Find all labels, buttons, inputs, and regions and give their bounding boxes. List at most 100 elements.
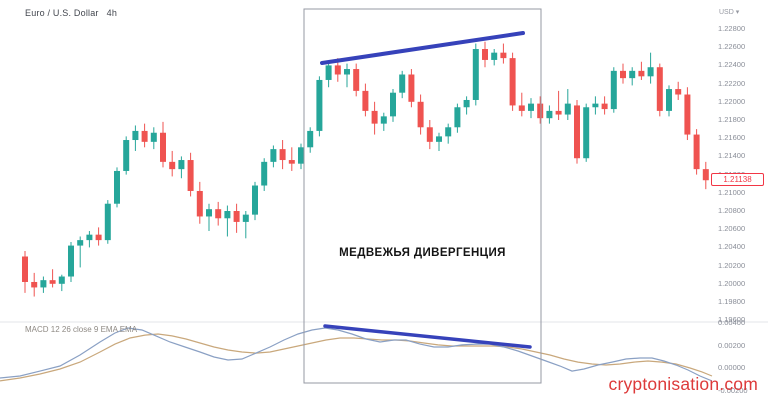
candle[interactable] [666,89,672,111]
candle[interactable] [132,130,139,141]
candle[interactable] [77,240,84,246]
candle[interactable] [702,169,709,181]
price-axis-label: 1.22400 [718,60,746,70]
candle[interactable] [528,103,534,111]
candle[interactable] [463,99,470,108]
candle[interactable] [620,70,626,79]
macd-trendline[interactable] [323,324,532,349]
macd-line [0,327,713,382]
candle[interactable] [592,103,599,108]
candle[interactable] [270,149,277,162]
macd-signal-line [0,333,713,382]
price-axis-label: 1.21000 [718,187,746,197]
candle[interactable] [40,280,47,288]
candle[interactable] [509,58,516,106]
candle[interactable] [114,170,120,204]
candle[interactable] [408,74,415,102]
candle[interactable] [353,69,360,91]
candle[interactable] [675,89,682,95]
indicator-label[interactable]: MACD 12 26 close 9 EMA EMA [25,325,138,334]
candle[interactable] [279,149,286,161]
candle[interactable] [693,134,700,170]
candle[interactable] [399,74,406,93]
candle[interactable] [445,127,452,137]
price-axis-label: 1.19600 [718,315,746,325]
currency-label[interactable]: USD ▾ [719,9,740,16]
timeframe-label: 4h [106,8,118,18]
candle[interactable] [583,107,590,159]
candle[interactable] [58,276,65,284]
price-axis-label: 1.21400 [718,151,746,161]
candle[interactable] [178,160,185,170]
candle[interactable] [472,49,479,100]
candle[interactable] [436,136,442,142]
candle[interactable] [482,49,488,60]
price-axis-label: 1.21600 [718,133,746,143]
candle[interactable] [224,211,231,219]
divergence-box[interactable] [303,8,542,384]
candle[interactable] [86,234,93,241]
candle[interactable] [196,190,203,217]
candle[interactable] [518,105,525,111]
candle[interactable] [169,161,176,170]
candle[interactable] [638,70,645,77]
candle[interactable] [574,105,580,159]
candle[interactable] [307,130,314,148]
candle[interactable] [68,245,74,277]
candle[interactable] [123,140,130,171]
candle[interactable] [564,103,571,115]
price-axis-label: 1.20200 [718,260,746,270]
candle[interactable] [546,110,553,119]
candle[interactable] [215,209,222,219]
candle[interactable] [500,52,507,59]
candle[interactable] [656,67,663,111]
candle[interactable] [288,160,295,164]
candle[interactable] [150,132,157,142]
candle[interactable] [187,160,194,191]
candle[interactable] [160,132,166,162]
chart-legend[interactable]: Euro / U.S. Dollar 4h [25,8,117,18]
watermark: cryptonisation.com [608,374,758,394]
candle[interactable] [417,101,424,128]
candle[interactable] [261,161,268,186]
candle[interactable] [252,185,258,215]
price-axis-label: 1.21800 [718,115,746,124]
candle[interactable] [49,280,56,284]
candle[interactable] [647,67,654,77]
candle[interactable] [426,127,433,142]
candle[interactable] [31,281,38,288]
macd-axis-label: 0.00000 [718,363,746,372]
candle[interactable] [233,211,240,222]
candle[interactable] [610,70,617,110]
candle[interactable] [380,116,387,124]
macd-axis-label: -0.00200 [718,385,748,395]
candle[interactable] [298,147,304,164]
candle[interactable] [206,209,212,217]
candle[interactable] [104,203,111,241]
candle[interactable] [371,110,378,124]
candle[interactable] [325,65,332,80]
candle[interactable] [454,107,461,128]
price-axis-label: 1.20600 [718,224,746,234]
candle[interactable] [344,69,350,75]
candle[interactable] [141,130,148,142]
candle[interactable] [537,103,544,119]
candle[interactable] [362,90,369,111]
candle[interactable] [629,70,636,79]
candle[interactable] [334,65,341,75]
candle[interactable] [491,52,498,60]
candle[interactable] [95,234,102,241]
price-axis-label: 1.22200 [718,78,746,88]
candle[interactable] [555,110,562,115]
price-trendline[interactable] [320,31,525,65]
candle[interactable] [390,92,396,117]
candle[interactable] [684,94,691,135]
candle[interactable] [316,79,323,131]
candle[interactable] [242,214,249,222]
candle[interactable] [601,103,608,110]
price-axis-label: 1.22600 [718,42,746,52]
macd-axis-label: 0.00200 [718,340,746,350]
candle[interactable] [22,256,28,282]
